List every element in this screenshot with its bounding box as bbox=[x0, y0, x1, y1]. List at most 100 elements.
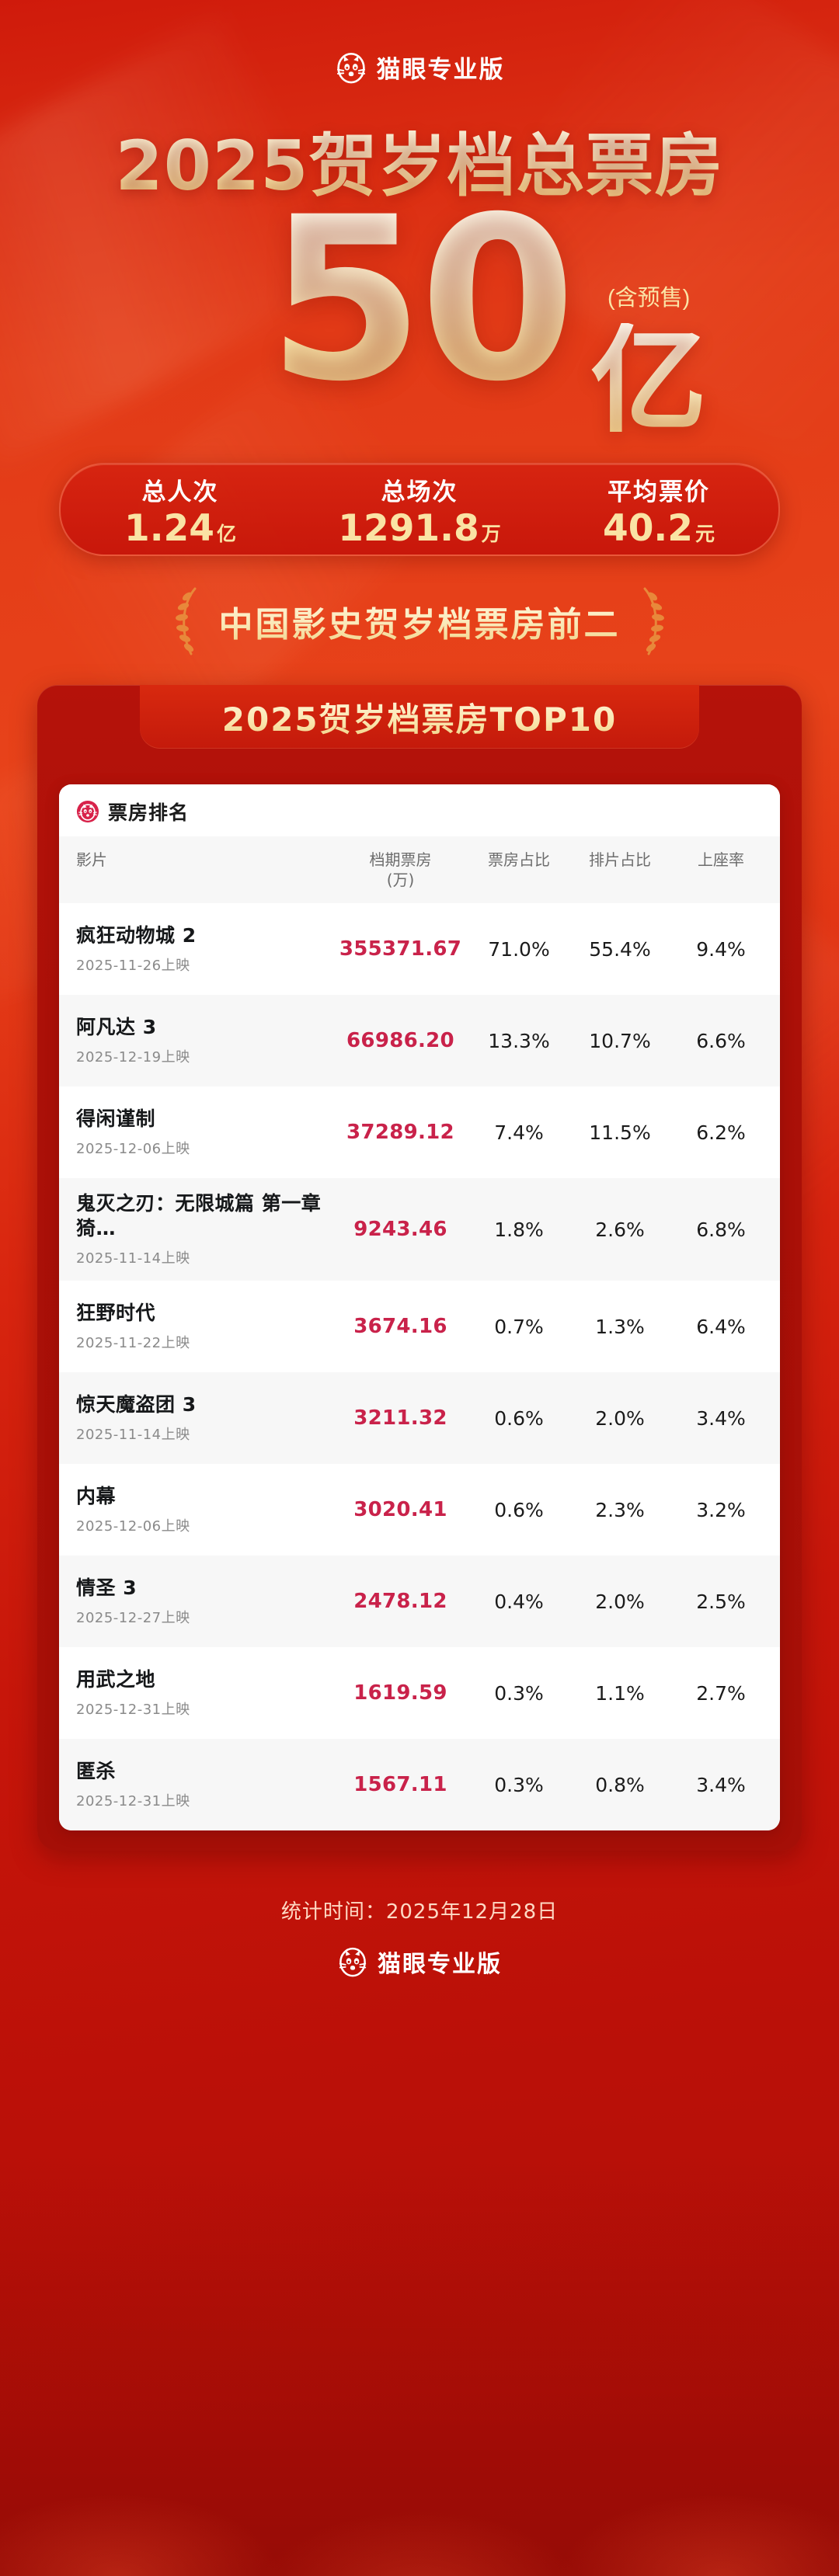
stat-number: 1291.8 bbox=[338, 507, 479, 550]
film-release-date: 2025-11-22上映 bbox=[76, 1335, 190, 1352]
hero-total-number: 50 bbox=[0, 188, 839, 413]
stats-band: 总人次 1.24 亿 总场次 1291.8 万 平均票价 40.2 元 bbox=[59, 463, 780, 556]
stat-label: 总人次 bbox=[141, 478, 219, 506]
laurel-branch-icon bbox=[638, 584, 670, 659]
stat-label: 总场次 bbox=[381, 478, 458, 506]
stat-item-avg-price: 平均票价 40.2 元 bbox=[539, 472, 778, 547]
table-cell-box-office: 3211.32 bbox=[353, 1406, 447, 1430]
laurel-branch-icon bbox=[169, 584, 202, 659]
film-name: 内幕 bbox=[76, 1484, 117, 1507]
table-row[interactable]: 疯狂动物城 2 2025-11-26上映 355371.67 71.0% 55.… bbox=[59, 903, 780, 995]
table-cell-attendance: 3.2% bbox=[696, 1498, 746, 1521]
laurel-title: 中国影史贺岁档票房前二 bbox=[219, 596, 621, 646]
table-row[interactable]: 情圣 3 2025-12-27上映 2478.12 0.4% 2.0% 2.5% bbox=[59, 1556, 780, 1647]
table-cell-box-share: 1.8% bbox=[494, 1218, 544, 1241]
footer-brand: 猫眼专业版 bbox=[0, 1945, 839, 1979]
table-cell-screen-share: 10.7% bbox=[589, 1029, 651, 1052]
table-cell-screen-share: 11.5% bbox=[589, 1121, 651, 1144]
stat-number: 1.24 bbox=[124, 507, 214, 550]
ranking-table-header: 票房排名 bbox=[59, 784, 780, 836]
stat-value: 1291.8 万 bbox=[300, 510, 539, 547]
table-cell-film: 得闲谨制 2025-12-06上映 bbox=[59, 1086, 332, 1178]
film-name: 疯狂动物城 2 bbox=[76, 923, 197, 947]
ranking-table-title: 票房排名 bbox=[108, 801, 190, 824]
table-row[interactable]: 匿杀 2025-12-31上映 1567.11 0.3% 0.8% 3.4% bbox=[59, 1739, 780, 1830]
footer-brand-name: 猫眼专业版 bbox=[378, 1951, 502, 1978]
stat-number: 40.2 bbox=[603, 507, 693, 550]
film-name: 情圣 3 bbox=[76, 1576, 138, 1599]
ranking-plate: 2025贺岁档票房TOP10 bbox=[140, 685, 699, 749]
table-row[interactable]: 惊天魔盗团 3 2025-11-14上映 3211.32 0.6% 2.0% 3… bbox=[59, 1372, 780, 1464]
table-cell-film: 惊天魔盗团 3 2025-11-14上映 bbox=[59, 1372, 332, 1464]
table-cell-attendance: 2.7% bbox=[696, 1681, 746, 1705]
footer-statistics-time: 统计时间：2025年12月28日 bbox=[280, 1900, 559, 1924]
table-cell-attendance: 2.5% bbox=[696, 1590, 746, 1613]
table-cell-attendance: 6.2% bbox=[696, 1121, 746, 1144]
table-cell-box-office: 2478.12 bbox=[353, 1590, 447, 1613]
table-cell-screen-share: 2.3% bbox=[595, 1498, 645, 1521]
table-cell-screen-share: 1.3% bbox=[595, 1315, 645, 1338]
column-header-film: 影片 bbox=[59, 836, 332, 903]
table-cell-film: 内幕 2025-12-06上映 bbox=[59, 1464, 332, 1556]
film-name: 鬼灭之刃：无限城篇 第一章 猗… bbox=[76, 1192, 322, 1239]
poster-content: 猫眼专业版 2025贺岁档总票房 50 (含预售) 亿 总人次 1.24 亿 总场… bbox=[0, 52, 839, 1979]
table-cell-screen-share: 0.8% bbox=[595, 1773, 645, 1796]
table-cell-box-office: 1619.59 bbox=[353, 1681, 447, 1705]
table-cell-screen-share: 2.0% bbox=[595, 1590, 645, 1613]
table-cell-screen-share: 1.1% bbox=[595, 1681, 645, 1705]
stat-unit: 元 bbox=[695, 523, 715, 545]
film-name: 用武之地 bbox=[76, 1667, 156, 1691]
column-header-box-office-line1: 档期票房 bbox=[369, 850, 432, 869]
film-release-date: 2025-11-14上映 bbox=[76, 1250, 190, 1267]
table-row[interactable]: 用武之地 2025-12-31上映 1619.59 0.3% 1.1% 2.7% bbox=[59, 1647, 780, 1739]
table-cell-attendance: 6.8% bbox=[696, 1218, 746, 1241]
film-name: 狂野时代 bbox=[76, 1301, 156, 1324]
table-cell-film: 匿杀 2025-12-31上映 bbox=[59, 1739, 332, 1830]
table-cell-box-office: 37289.12 bbox=[346, 1121, 454, 1144]
ranking-card: 2025贺岁档票房TOP10 bbox=[37, 685, 802, 1851]
film-release-date: 2025-12-06上映 bbox=[76, 1141, 190, 1158]
table-cell-attendance: 3.4% bbox=[696, 1773, 746, 1796]
ranking-table-body: 疯狂动物城 2 2025-11-26上映 355371.67 71.0% 55.… bbox=[59, 903, 780, 1830]
table-cell-film: 情圣 3 2025-12-27上映 bbox=[59, 1556, 332, 1647]
table-row[interactable]: 内幕 2025-12-06上映 3020.41 0.6% 2.3% 3.2% bbox=[59, 1464, 780, 1556]
film-name: 惊天魔盗团 3 bbox=[76, 1392, 197, 1416]
film-release-date: 2025-12-27上映 bbox=[76, 1610, 190, 1627]
table-cell-film: 狂野时代 2025-11-22上映 bbox=[59, 1281, 332, 1372]
table-row[interactable]: 得闲谨制 2025-12-06上映 37289.12 7.4% 11.5% 6.… bbox=[59, 1086, 780, 1178]
table-cell-attendance: 9.4% bbox=[696, 937, 746, 961]
film-name: 匿杀 bbox=[76, 1759, 117, 1782]
stat-value: 40.2 元 bbox=[539, 510, 778, 547]
table-row[interactable]: 狂野时代 2025-11-22上映 3674.16 0.7% 1.3% 6.4% bbox=[59, 1281, 780, 1372]
table-cell-box-office: 355371.67 bbox=[339, 937, 462, 961]
table-cell-screen-share: 55.4% bbox=[589, 937, 651, 961]
table-cell-screen-share: 2.6% bbox=[595, 1218, 645, 1241]
table-cell-attendance: 6.4% bbox=[696, 1315, 746, 1338]
table-cell-film: 用武之地 2025-12-31上映 bbox=[59, 1647, 332, 1739]
table-cell-attendance: 3.4% bbox=[696, 1406, 746, 1430]
film-release-date: 2025-12-06上映 bbox=[76, 1518, 190, 1535]
stat-unit: 万 bbox=[481, 523, 501, 545]
film-name: 阿凡达 3 bbox=[76, 1015, 157, 1038]
ranking-table-thead: 影片 档期票房 (万) 票房占比 排片占比 上座率 bbox=[59, 836, 780, 903]
column-header-box-office: 档期票房 (万) bbox=[332, 836, 468, 903]
table-row[interactable]: 鬼灭之刃：无限城篇 第一章 猗… 2025-11-14上映 9243.46 1.… bbox=[59, 1178, 780, 1281]
table-cell-box-share: 0.6% bbox=[494, 1498, 544, 1521]
ranking-table-card: 票房排名 影片 档期票房 (万) 票房占比 排片占比 上座率 bbox=[59, 784, 780, 1830]
stat-item-admissions: 总人次 1.24 亿 bbox=[61, 472, 300, 547]
column-header-box-office-line2: (万) bbox=[386, 871, 415, 889]
film-release-date: 2025-11-26上映 bbox=[76, 958, 190, 975]
stat-label: 平均票价 bbox=[607, 478, 710, 506]
column-header-box-share: 票房占比 bbox=[468, 836, 569, 903]
film-release-date: 2025-12-19上映 bbox=[76, 1049, 190, 1066]
maoyan-cat-badge-icon bbox=[76, 800, 99, 823]
hero-number-block: 50 (含预售) 亿 bbox=[0, 188, 839, 463]
film-name: 得闲谨制 bbox=[76, 1107, 156, 1130]
hero-unit: 亿 bbox=[590, 314, 708, 449]
table-cell-box-share: 0.3% bbox=[494, 1681, 544, 1705]
hero-presale-note: (含预售) bbox=[607, 286, 691, 311]
laurel-banner: 中国影史贺岁档票房前二 bbox=[0, 584, 839, 659]
table-cell-box-share: 0.6% bbox=[494, 1406, 544, 1430]
table-cell-box-share: 0.7% bbox=[494, 1315, 544, 1338]
table-row[interactable]: 阿凡达 3 2025-12-19上映 66986.20 13.3% 10.7% … bbox=[59, 995, 780, 1086]
